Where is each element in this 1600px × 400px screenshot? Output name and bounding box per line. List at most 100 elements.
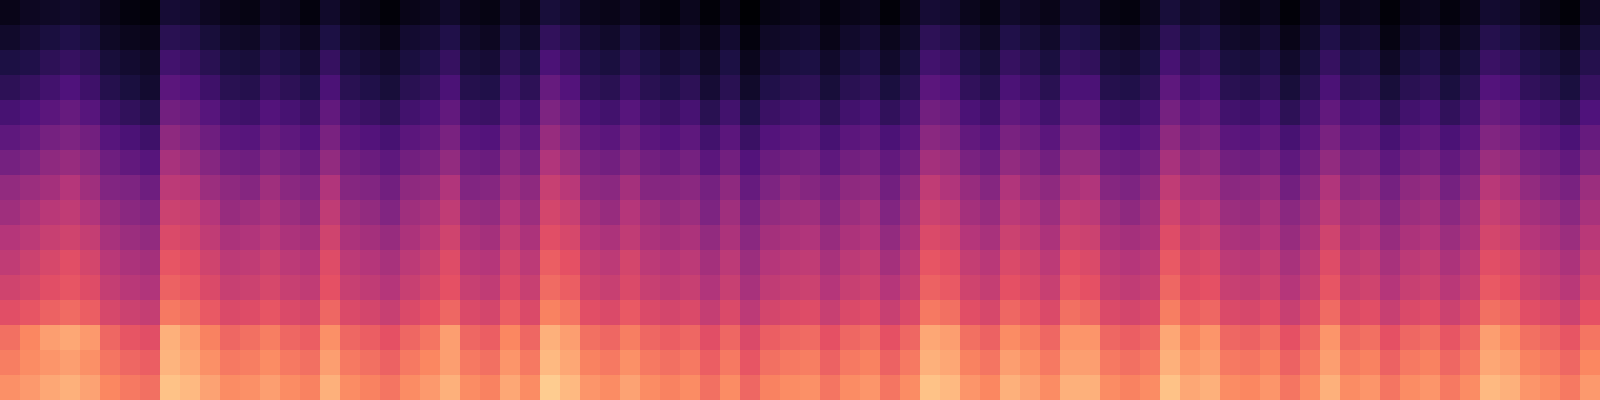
cell <box>860 100 881 126</box>
cell <box>1040 250 1061 276</box>
cell <box>840 50 861 76</box>
cell <box>600 250 621 276</box>
cell <box>260 0 281 26</box>
cell <box>1280 50 1301 76</box>
cell <box>1360 325 1381 351</box>
cell <box>520 50 541 76</box>
cell <box>480 350 501 376</box>
cell <box>840 0 861 26</box>
cell <box>700 250 721 276</box>
cell <box>600 225 621 251</box>
cell <box>1420 75 1441 101</box>
cell <box>900 125 921 151</box>
cell <box>1440 275 1461 301</box>
cell <box>880 375 901 400</box>
cell <box>1260 125 1281 151</box>
cell <box>1380 0 1401 26</box>
cell <box>980 275 1001 301</box>
cell <box>1400 325 1421 351</box>
cell <box>20 0 41 26</box>
cell <box>1500 375 1521 400</box>
cell <box>1280 375 1301 400</box>
cell <box>920 75 941 101</box>
cell <box>860 175 881 201</box>
cell <box>200 50 221 76</box>
cell <box>60 25 81 51</box>
cell <box>860 25 881 51</box>
cell <box>540 200 561 226</box>
cell <box>140 50 161 76</box>
cell <box>60 375 81 400</box>
cell <box>960 200 981 226</box>
cell <box>220 275 241 301</box>
cell <box>1300 250 1321 276</box>
cell <box>1520 125 1541 151</box>
cell <box>660 25 681 51</box>
cell <box>180 150 201 176</box>
cell <box>1340 300 1361 326</box>
cell <box>1020 0 1041 26</box>
cell <box>120 175 141 201</box>
cell <box>740 275 761 301</box>
cell <box>740 250 761 276</box>
cell <box>1140 325 1161 351</box>
cell <box>1460 100 1481 126</box>
cell <box>1300 300 1321 326</box>
cell <box>100 350 121 376</box>
cell <box>560 125 581 151</box>
cell <box>1360 200 1381 226</box>
cell <box>1560 125 1581 151</box>
cell <box>540 100 561 126</box>
cell <box>340 200 361 226</box>
cell <box>1380 325 1401 351</box>
cell <box>300 75 321 101</box>
cell <box>1300 150 1321 176</box>
cell <box>980 225 1001 251</box>
cell <box>600 375 621 400</box>
cell <box>400 125 421 151</box>
cell <box>640 200 661 226</box>
cell <box>360 200 381 226</box>
cell <box>740 175 761 201</box>
cell <box>0 150 21 176</box>
cell <box>800 0 821 26</box>
cell <box>60 175 81 201</box>
cell <box>100 275 121 301</box>
cell <box>320 350 341 376</box>
cell <box>760 25 781 51</box>
cell <box>1120 350 1141 376</box>
cell <box>20 275 41 301</box>
cell <box>180 275 201 301</box>
cell <box>520 125 541 151</box>
cell <box>1080 75 1101 101</box>
cell <box>640 250 661 276</box>
cell <box>700 0 721 26</box>
cell <box>1200 0 1221 26</box>
cell <box>640 175 661 201</box>
cell <box>1580 75 1600 101</box>
cell <box>800 225 821 251</box>
cell <box>1420 225 1441 251</box>
cell <box>400 75 421 101</box>
cell <box>1540 175 1561 201</box>
cell <box>680 200 701 226</box>
cell <box>660 50 681 76</box>
cell <box>940 50 961 76</box>
cell <box>1420 275 1441 301</box>
cell <box>920 300 941 326</box>
cell <box>300 300 321 326</box>
cell <box>1180 250 1201 276</box>
cell <box>1040 25 1061 51</box>
cell <box>1520 25 1541 51</box>
cell <box>580 275 601 301</box>
cell <box>0 125 21 151</box>
cell <box>160 225 181 251</box>
cell <box>620 0 641 26</box>
cell <box>460 50 481 76</box>
cell <box>40 125 61 151</box>
cell <box>100 125 121 151</box>
cell <box>660 175 681 201</box>
cell <box>240 125 261 151</box>
cell <box>1140 350 1161 376</box>
cell <box>160 50 181 76</box>
